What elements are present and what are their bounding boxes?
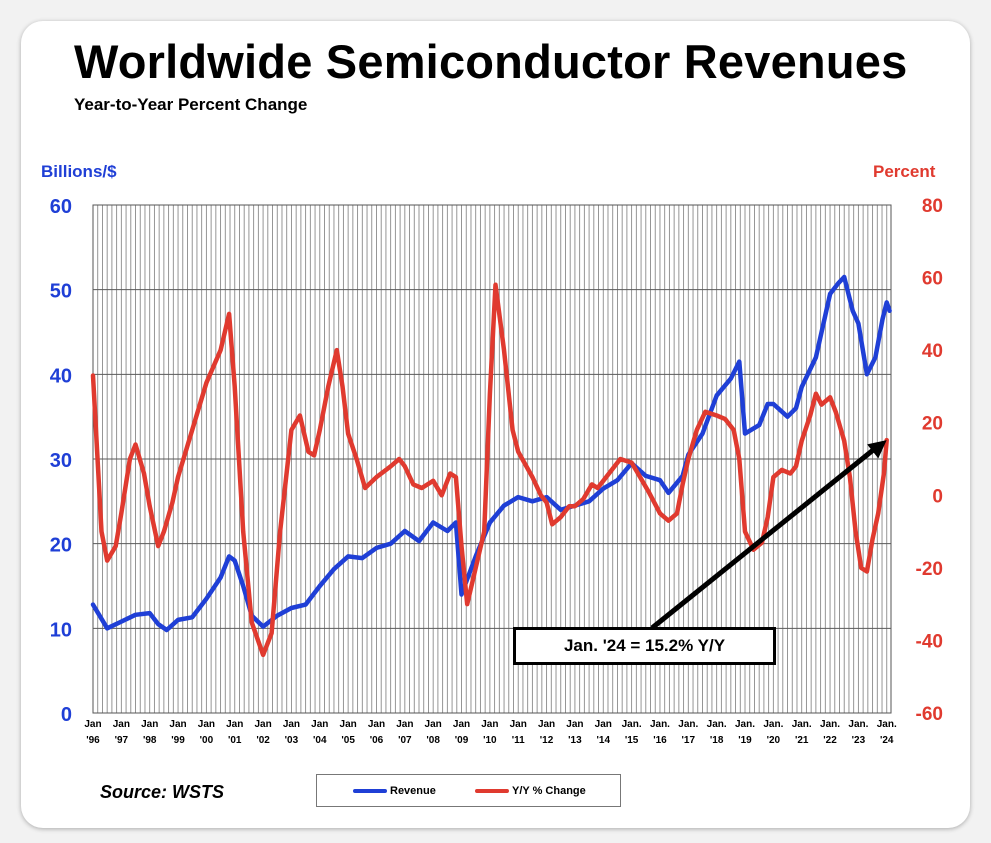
x-tick-label-year: '04 xyxy=(313,735,327,746)
x-tick-label-year: '21 xyxy=(795,735,809,746)
left-tick-label: 40 xyxy=(50,365,72,387)
left-tick-label: 20 xyxy=(50,535,72,557)
x-tick-label-year: '10 xyxy=(483,735,497,746)
x-tick-label-year: '22 xyxy=(823,735,837,746)
x-tick-label-year: '13 xyxy=(568,735,582,746)
x-tick-label-month: Jan xyxy=(481,719,498,730)
x-tick-label-month: Jan. xyxy=(848,719,868,730)
callout-arrow-shaft xyxy=(650,445,879,630)
x-tick-label-year: '19 xyxy=(738,735,752,746)
legend-swatch-yoy xyxy=(475,789,509,794)
left-tick-label: 30 xyxy=(50,450,72,472)
x-tick-label-month: Jan. xyxy=(735,719,755,730)
chart-subtitle: Year-to-Year Percent Change xyxy=(74,95,308,114)
x-tick-label-year: '01 xyxy=(228,735,242,746)
x-tick-label-year: '12 xyxy=(540,735,554,746)
right-tick-label: 60 xyxy=(922,269,943,290)
x-tick-label-month: Jan xyxy=(254,719,271,730)
x-tick-label-month: Jan. xyxy=(877,719,897,730)
x-tick-label-year: '11 xyxy=(512,735,525,746)
x-tick-label-year: '03 xyxy=(285,735,299,746)
legend-item-yoy: Y/Y % Change xyxy=(475,785,586,797)
x-tick-label-year: '06 xyxy=(370,735,384,746)
x-tick-label-month: Jan. xyxy=(622,719,642,730)
legend-item-revenue: Revenue xyxy=(353,785,436,797)
x-tick-label-year: '23 xyxy=(852,735,866,746)
x-tick-label-month: Jan. xyxy=(763,719,783,730)
right-axis-ticks: -60 -40 -20 0 20 40 60 80 xyxy=(916,196,943,725)
chart-card xyxy=(21,21,970,828)
x-tick-label-month: Jan xyxy=(340,719,357,730)
legend-label-revenue: Revenue xyxy=(390,785,436,797)
x-tick-label-month: Jan xyxy=(311,719,328,730)
x-tick-label-year: '17 xyxy=(682,735,696,746)
x-tick-label-year: '00 xyxy=(200,735,214,746)
x-tick-label-month: Jan xyxy=(510,719,527,730)
left-tick-label: 0 xyxy=(61,704,72,726)
x-axis-ticks: Jan '96 Jan '97 Jan '98 Jan '99 Jan '00 Jan '01 Jan '… xyxy=(84,719,897,746)
annotation-callout: Jan. '24 = 15.2% Y/Y xyxy=(513,627,776,665)
series-layer xyxy=(90,274,892,658)
source-label: Source: WSTS xyxy=(100,782,225,802)
x-tick-label-month: Jan. xyxy=(650,719,670,730)
x-tick-label-month: Jan xyxy=(396,719,413,730)
x-tick-label-month: Jan xyxy=(368,719,385,730)
x-tick-label-month: Jan xyxy=(283,719,300,730)
right-axis-title: Percent xyxy=(873,162,936,181)
left-tick-label: 60 xyxy=(50,196,72,218)
callout-arrow-head xyxy=(867,440,887,459)
x-tick-label-month: Jan xyxy=(226,719,243,730)
x-tick-label-month: Jan xyxy=(425,719,442,730)
x-tick-label-month: Jan xyxy=(113,719,130,730)
x-tick-label-month: Jan. xyxy=(678,719,698,730)
x-tick-label-month: Jan. xyxy=(792,719,812,730)
x-tick-label-month: Jan. xyxy=(707,719,727,730)
x-tick-label-month: Jan. xyxy=(820,719,840,730)
right-tick-label: 80 xyxy=(922,196,943,217)
right-tick-label: -60 xyxy=(916,704,943,725)
legend: Revenue Y/Y % Change xyxy=(316,774,621,807)
legend-swatch-revenue xyxy=(353,789,387,794)
x-tick-label-year: '99 xyxy=(171,735,185,746)
x-tick-label-year: '02 xyxy=(256,735,270,746)
x-tick-label-year: '15 xyxy=(625,735,639,746)
x-tick-label-year: '16 xyxy=(653,735,667,746)
x-tick-label-year: '09 xyxy=(455,735,469,746)
x-tick-label-month: Jan xyxy=(198,719,215,730)
left-tick-label: 10 xyxy=(50,619,72,641)
x-tick-label-year: '05 xyxy=(341,735,355,746)
chart-title: Worldwide Semiconductor Revenues xyxy=(74,35,908,88)
left-axis-ticks: 0 10 20 30 40 50 60 xyxy=(50,196,72,726)
right-tick-label: 0 xyxy=(932,486,943,507)
right-tick-label: -20 xyxy=(916,559,943,580)
plot-frame xyxy=(92,204,892,714)
x-tick-label-year: '24 xyxy=(880,735,894,746)
right-tick-label: -40 xyxy=(916,631,943,652)
x-tick-label-month: Jan xyxy=(141,719,158,730)
x-tick-label-month: Jan xyxy=(566,719,583,730)
right-tick-label: 20 xyxy=(922,414,943,435)
x-tick-label-month: Jan xyxy=(84,719,101,730)
x-tick-label-month: Jan xyxy=(538,719,555,730)
x-tick-label-year: '20 xyxy=(767,735,781,746)
x-tick-label-month: Jan xyxy=(169,719,186,730)
left-tick-label: 50 xyxy=(50,281,72,303)
x-tick-label-month: Jan xyxy=(595,719,612,730)
x-tick-label-year: '07 xyxy=(398,735,412,746)
right-tick-label: 40 xyxy=(922,341,943,362)
x-tick-label-month: Jan xyxy=(453,719,470,730)
x-tick-label-year: '96 xyxy=(86,735,100,746)
legend-label-yoy: Y/Y % Change xyxy=(512,785,586,797)
x-tick-label-year: '18 xyxy=(710,735,724,746)
x-tick-label-year: '08 xyxy=(426,735,440,746)
x-tick-label-year: '14 xyxy=(597,735,611,746)
series-line-revenue xyxy=(90,274,892,633)
left-axis-title: Billions/$ xyxy=(41,162,117,181)
x-tick-label-year: '97 xyxy=(115,735,129,746)
callout-arrow xyxy=(650,440,887,630)
series-line-yoy xyxy=(90,282,889,658)
x-tick-label-year: '98 xyxy=(143,735,157,746)
